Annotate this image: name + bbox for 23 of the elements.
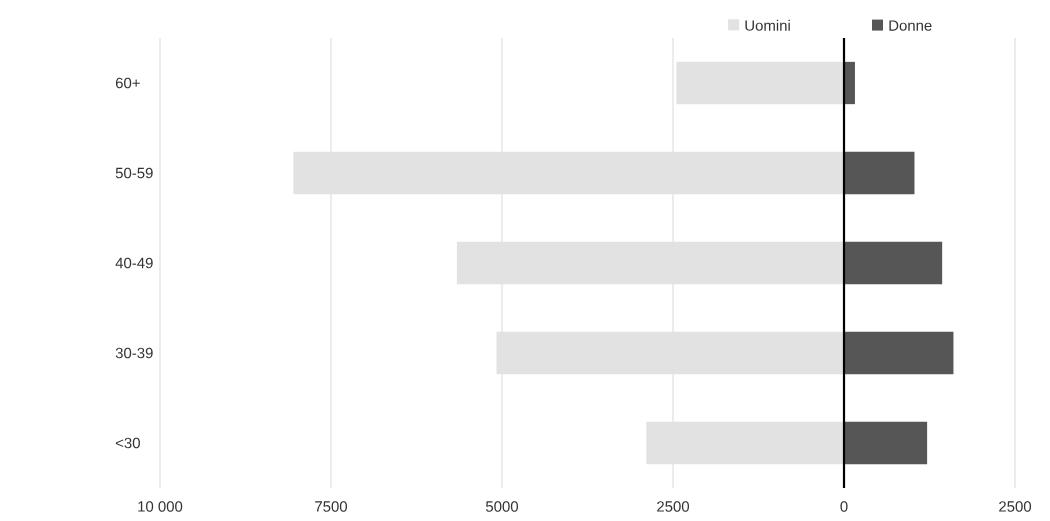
bar <box>676 61 845 105</box>
x-tick-label: 2500 <box>657 501 690 512</box>
x-tick-label: 2500 <box>999 501 1032 512</box>
x-tick-label: 7500 <box>315 501 348 512</box>
legend-label: Uomini <box>745 19 790 31</box>
bar <box>456 241 845 285</box>
y-tick-label: <30 <box>115 437 140 449</box>
bar <box>293 151 845 195</box>
y-tick-label: 50-59 <box>115 167 153 179</box>
x-tick-label: 5000 <box>485 501 519 512</box>
bar <box>844 331 954 375</box>
bar <box>646 421 845 465</box>
bar <box>844 241 943 285</box>
x-tick-label: 10 000 <box>138 501 183 512</box>
y-tick-label: 30-39 <box>115 347 153 359</box>
bar <box>844 151 915 195</box>
x-tick-label: 0 <box>840 501 848 512</box>
bar <box>496 331 845 375</box>
bar <box>844 421 928 465</box>
legend-label: Donne <box>889 20 932 31</box>
y-tick-label: 40-49 <box>115 257 153 269</box>
y-tick-label: 60+ <box>115 77 140 89</box>
bar <box>844 61 855 105</box>
